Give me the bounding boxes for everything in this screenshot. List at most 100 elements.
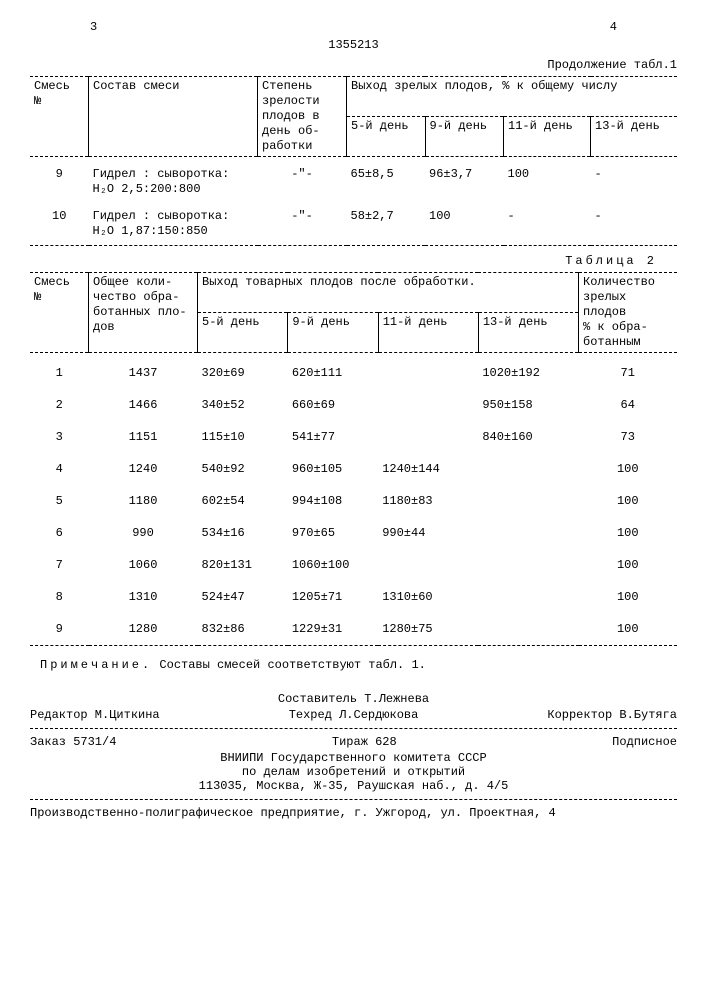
cell-total: 990 <box>89 517 198 549</box>
table-1: Смесь№ Состав смеси Степеньзрелостиплодо… <box>30 76 677 246</box>
t2-head-d9: 9-й день <box>288 313 378 353</box>
t1-head-comp: Состав смеси <box>89 77 258 157</box>
footnote: Примечание. Составы смесей соответствуют… <box>40 658 677 672</box>
org1: ВНИИПИ Государственного комитета СССР <box>30 751 677 765</box>
techred: Техред Л.Сердюкова <box>289 708 419 722</box>
cell-d11: 1240±144 <box>378 453 478 485</box>
cell-d11: 1280±75 <box>378 613 478 646</box>
cell-no: 4 <box>30 453 89 485</box>
table-row: 10Гидрел : сыворотка:Н₂О 1,87:150:850-"-… <box>30 203 677 246</box>
table-row: 91280832±861229±311280±75100 <box>30 613 677 646</box>
cell-d13 <box>478 549 578 581</box>
cell-pct: 100 <box>579 485 678 517</box>
cell-no: 2 <box>30 389 89 421</box>
cell-d5: 65±8,5 <box>347 161 426 203</box>
page-right: 4 <box>610 20 617 34</box>
table-row: 41240540±92960±1051240±144100 <box>30 453 677 485</box>
cell-d5: 115±10 <box>198 421 288 453</box>
cell-d9: 1205±71 <box>288 581 378 613</box>
cell-d9: 1060±100 <box>288 549 378 581</box>
cell-mat: -"- <box>258 203 347 246</box>
page-left: 3 <box>90 20 97 34</box>
continuation-label: Продолжение табл.1 <box>30 58 677 72</box>
cell-mat: -"- <box>258 161 347 203</box>
cell-d13 <box>478 613 578 646</box>
cell-comp: Гидрел : сыворотка:Н₂О 2,5:200:800 <box>89 161 258 203</box>
cell-d13: - <box>591 161 677 203</box>
cell-d11 <box>378 549 478 581</box>
editor: Редактор М.Циткина <box>30 708 160 722</box>
divider <box>30 799 677 800</box>
cell-total: 1151 <box>89 421 198 453</box>
cell-d13: 840±160 <box>478 421 578 453</box>
cell-d9: 1229±31 <box>288 613 378 646</box>
t2-head-ripepct: Количествозрелыхплодов% к обра-ботанным <box>579 273 678 353</box>
cell-pct: 71 <box>579 357 678 389</box>
cell-d13: - <box>591 203 677 246</box>
cell-comp: Гидрел : сыворотка:Н₂О 1,87:150:850 <box>89 203 258 246</box>
page-numbers: 3 4 <box>90 20 617 34</box>
cell-d13: 950±158 <box>478 389 578 421</box>
cell-no: 9 <box>30 161 89 203</box>
cell-d11: - <box>504 203 591 246</box>
cell-d11: 1180±83 <box>378 485 478 517</box>
t2-head-d13: 13-й день <box>478 313 578 353</box>
cell-pct: 100 <box>579 581 678 613</box>
cell-total: 1437 <box>89 357 198 389</box>
subscription: Подписное <box>612 735 677 749</box>
table-2: Смесь№ Общее коли-чество обра-ботанных п… <box>30 272 677 646</box>
cell-d9: 994±108 <box>288 485 378 517</box>
cell-pct: 73 <box>579 421 678 453</box>
table-row: 11437320±69620±1111020±19271 <box>30 357 677 389</box>
cell-d5: 534±16 <box>198 517 288 549</box>
print-house: Производственно-полиграфическое предприя… <box>30 806 677 820</box>
cell-d11 <box>378 357 478 389</box>
cell-total: 1240 <box>89 453 198 485</box>
table-row: 31151115±10541±77 840±16073 <box>30 421 677 453</box>
table-2-label: Таблица 2 <box>30 254 657 268</box>
t2-head-total: Общее коли-чество обра-ботанных пло-дов <box>89 273 198 353</box>
cell-d9: 100 <box>425 203 504 246</box>
cell-no: 5 <box>30 485 89 517</box>
org2: по делам изобретений и открытий <box>30 765 677 779</box>
table-row: 6990534±16970±65990±44100 <box>30 517 677 549</box>
note-label: Примечание. <box>40 658 152 672</box>
cell-d13 <box>478 581 578 613</box>
t2-head-mixno: Смесь№ <box>30 273 89 353</box>
footer: Составитель Т.Лежнева Редактор М.Циткина… <box>30 692 677 820</box>
cell-total: 1180 <box>89 485 198 517</box>
t1-head-d11: 11-й день <box>504 117 591 157</box>
cell-total: 1060 <box>89 549 198 581</box>
cell-no: 10 <box>30 203 89 246</box>
cell-pct: 64 <box>579 389 678 421</box>
cell-d11: 1310±60 <box>378 581 478 613</box>
cell-d5: 524±47 <box>198 581 288 613</box>
table-row: 71060820±1311060±100100 <box>30 549 677 581</box>
cell-d5: 340±52 <box>198 389 288 421</box>
cell-no: 1 <box>30 357 89 389</box>
cell-d5: 540±92 <box>198 453 288 485</box>
cell-d13 <box>478 517 578 549</box>
corrector: Корректор В.Бутяга <box>547 708 677 722</box>
cell-d13 <box>478 453 578 485</box>
divider <box>30 728 677 729</box>
t1-head-maturity: Степеньзрелостиплодов вдень об-работки <box>258 77 347 157</box>
cell-d9: 541±77 <box>288 421 378 453</box>
compiler: Составитель Т.Лежнева <box>30 692 677 706</box>
addr: 113035, Москва, Ж-35, Раушская наб., д. … <box>30 779 677 793</box>
t1-head-d13: 13-й день <box>591 117 677 157</box>
cell-total: 1466 <box>89 389 198 421</box>
cell-no: 3 <box>30 421 89 453</box>
cell-pct: 100 <box>579 613 678 646</box>
cell-pct: 100 <box>579 549 678 581</box>
table-row: 9Гидрел : сыворотка:Н₂О 2,5:200:800-"-65… <box>30 161 677 203</box>
cell-d9: 970±65 <box>288 517 378 549</box>
cell-no: 7 <box>30 549 89 581</box>
t2-head-d5: 5-й день <box>198 313 288 353</box>
order: Заказ 5731/4 <box>30 735 116 749</box>
cell-d9: 660±69 <box>288 389 378 421</box>
cell-pct: 100 <box>579 517 678 549</box>
cell-pct: 100 <box>579 453 678 485</box>
cell-d5: 602±54 <box>198 485 288 517</box>
print-run: Тираж 628 <box>332 735 397 749</box>
